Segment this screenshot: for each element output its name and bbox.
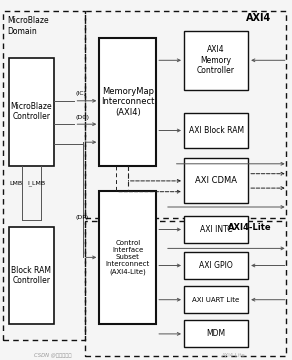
Text: MemoryMap
Interconnect
(AXI4): MemoryMap Interconnect (AXI4): [101, 87, 154, 117]
Text: CSDN @嵌入式矩阵: CSDN @嵌入式矩阵: [34, 353, 71, 358]
Bar: [99, 191, 156, 324]
Text: MicroBlaze
Controller: MicroBlaze Controller: [11, 102, 52, 121]
Text: AXI Block RAM: AXI Block RAM: [189, 126, 244, 135]
Text: AXI4-Lite: AXI4-Lite: [222, 353, 246, 358]
Text: AXI4-Lite: AXI4-Lite: [228, 223, 272, 232]
Text: (DP): (DP): [75, 215, 88, 220]
Bar: [85, 221, 286, 356]
Bar: [184, 286, 248, 313]
Bar: [184, 31, 248, 90]
Text: AXI4
Memory
Controller: AXI4 Memory Controller: [197, 45, 235, 75]
Text: Control
Interface
Subset
Interconnect
(AXI4-Lite): Control Interface Subset Interconnect (A…: [106, 240, 150, 275]
Text: (IC): (IC): [75, 91, 86, 96]
Bar: [9, 58, 54, 166]
Bar: [85, 11, 286, 218]
Text: AXI GPIO: AXI GPIO: [199, 261, 233, 270]
Text: MDM: MDM: [206, 329, 226, 338]
Text: Block RAM
Controller: Block RAM Controller: [11, 266, 51, 285]
Bar: [184, 158, 248, 203]
Text: (DC): (DC): [75, 115, 89, 120]
Text: I_LMB: I_LMB: [27, 181, 46, 186]
Bar: [184, 113, 248, 148]
Text: AXI INTC: AXI INTC: [200, 225, 232, 234]
Text: LMB: LMB: [10, 181, 22, 186]
Text: MicroBlaze
Domain: MicroBlaze Domain: [7, 16, 49, 36]
Bar: [9, 227, 54, 324]
Text: AXI4: AXI4: [246, 13, 272, 23]
Text: AXI CDMA: AXI CDMA: [195, 176, 237, 185]
Bar: [184, 252, 248, 279]
Bar: [99, 38, 156, 166]
Text: AXI UART Lite: AXI UART Lite: [192, 297, 240, 303]
Bar: [3, 11, 85, 340]
Bar: [184, 320, 248, 347]
Bar: [184, 216, 248, 243]
